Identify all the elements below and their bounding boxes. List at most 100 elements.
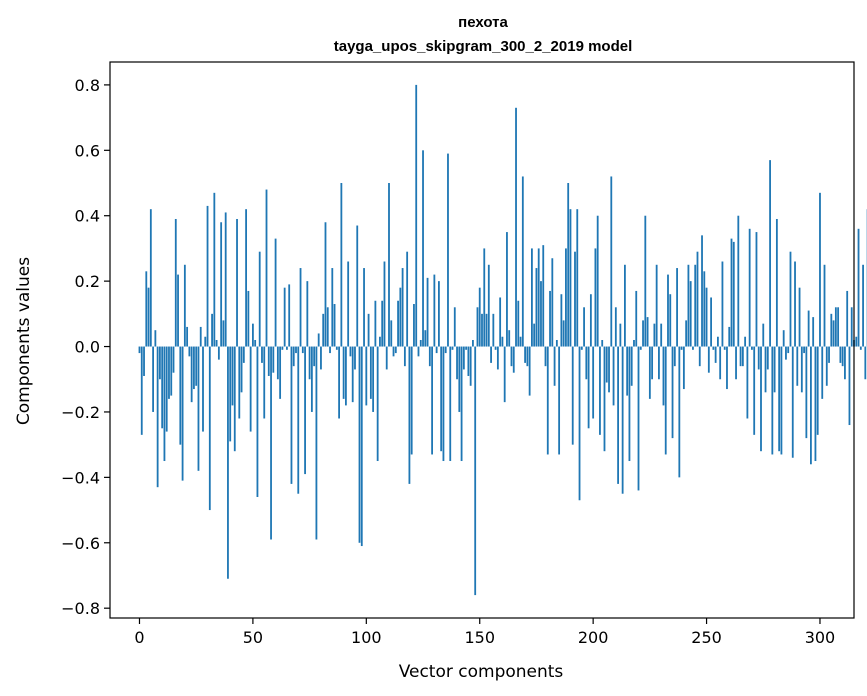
- bar-41: [231, 346, 234, 406]
- bar-5: [149, 209, 152, 347]
- bar-265: [739, 346, 742, 367]
- bar-205: [603, 346, 606, 452]
- bar-309: [839, 346, 842, 363]
- bar-101: [367, 313, 370, 347]
- bar-73: [304, 346, 306, 475]
- bar-43: [236, 218, 238, 347]
- bar-96: [356, 225, 359, 347]
- bar-120: [410, 346, 413, 455]
- bar-32: [211, 313, 213, 347]
- bar-50: [252, 323, 254, 347]
- bar-119: [408, 346, 411, 484]
- bar-22: [188, 346, 191, 357]
- bar-79: [317, 333, 320, 347]
- y-axis-label: Components values: [14, 257, 34, 425]
- bar-19: [181, 346, 184, 481]
- bar-231: [662, 346, 665, 406]
- bar-270: [751, 346, 753, 350]
- bar-17: [177, 274, 179, 347]
- bar-16: [174, 218, 177, 347]
- bar-174: [533, 323, 536, 347]
- bar-155: [490, 346, 492, 363]
- bar-148: [474, 346, 477, 596]
- bar-158: [496, 346, 499, 370]
- bar-208: [610, 176, 613, 347]
- bar-9: [159, 346, 161, 380]
- bar-233: [667, 274, 669, 347]
- bar-99: [363, 268, 365, 347]
- bar-54: [261, 346, 263, 363]
- bar-245: [694, 264, 697, 347]
- bar-78: [315, 346, 318, 540]
- bar-235: [671, 346, 674, 439]
- bar-20: [183, 264, 186, 347]
- bar-33: [213, 192, 216, 347]
- bar-211: [617, 346, 619, 484]
- bar-125: [422, 150, 424, 347]
- bar-46: [242, 346, 245, 363]
- bar-300: [819, 192, 821, 347]
- bar-56: [265, 189, 268, 347]
- bar-107: [381, 300, 384, 347]
- bar-170: [524, 346, 526, 363]
- bar-274: [760, 346, 762, 452]
- bar-191: [571, 346, 574, 445]
- bar-18: [179, 346, 182, 445]
- bar-132: [438, 281, 440, 347]
- bar-83: [326, 307, 329, 347]
- bar-188: [565, 248, 567, 347]
- bar-126: [424, 330, 427, 347]
- bar-299: [816, 346, 819, 435]
- bar-87: [335, 346, 338, 350]
- bar-105: [376, 346, 379, 462]
- bar-106: [379, 336, 381, 347]
- bar-192: [574, 251, 576, 347]
- bar-244: [692, 346, 694, 350]
- bar-124: [419, 340, 422, 347]
- bar-30: [206, 205, 209, 347]
- bar-61: [276, 346, 279, 380]
- bars-group: [138, 84, 867, 596]
- bar-130: [433, 274, 436, 347]
- bar-97: [358, 346, 361, 543]
- bar-202: [596, 215, 599, 347]
- bar-118: [406, 251, 409, 347]
- bar-34: [215, 340, 218, 347]
- bar-280: [773, 346, 776, 393]
- x-tick-label: 50: [243, 628, 263, 647]
- bar-285: [785, 346, 787, 360]
- bar-288: [791, 346, 794, 458]
- bar-316: [855, 336, 858, 347]
- bar-62: [279, 346, 282, 399]
- bar-311: [844, 346, 846, 380]
- bar-252: [710, 297, 712, 347]
- plot-frame: [109, 61, 855, 619]
- bar-193: [576, 209, 579, 347]
- bar-278: [769, 160, 771, 347]
- bar-291: [798, 287, 801, 347]
- bar-94: [351, 346, 354, 403]
- bar-264: [737, 215, 740, 347]
- bar-284: [782, 330, 785, 347]
- bar-95: [354, 346, 356, 370]
- bar-308: [837, 307, 840, 347]
- bar-298: [814, 346, 817, 462]
- bar-234: [669, 294, 672, 347]
- bar-225: [648, 346, 651, 399]
- bar-306: [832, 320, 835, 347]
- bar-88: [338, 346, 340, 419]
- bar-15: [172, 346, 175, 373]
- bar-172: [528, 346, 531, 396]
- bar-90: [342, 346, 345, 399]
- bar-26: [197, 346, 200, 471]
- bar-14: [170, 346, 173, 396]
- bar-293: [803, 346, 805, 354]
- bar-65: [286, 346, 288, 350]
- bar-80: [320, 346, 322, 370]
- bar-226: [651, 346, 654, 380]
- bar-123: [417, 346, 420, 357]
- bar-76: [310, 346, 313, 412]
- y-axis-ticks: −0.8 −0.6 −0.4 −0.2 0.0 0.2 0.4 0.6 0.8: [61, 76, 110, 618]
- bar-167: [517, 300, 520, 347]
- bar-262: [732, 241, 735, 347]
